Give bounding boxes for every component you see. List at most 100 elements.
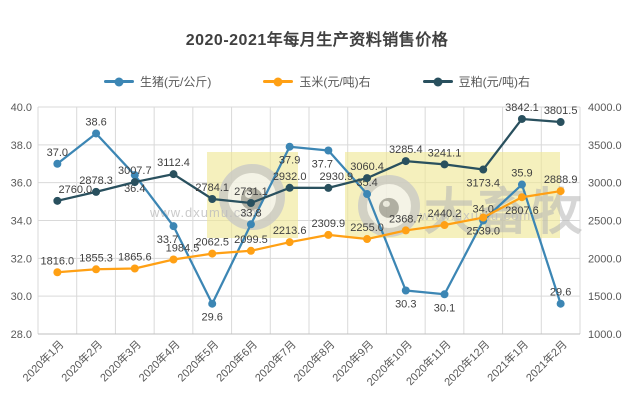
data-point	[246, 246, 255, 255]
data-label: 36.4	[124, 183, 145, 195]
data-label: 35.9	[511, 168, 532, 180]
data-point	[363, 174, 372, 183]
data-point	[92, 129, 101, 138]
data-label: 2255.0	[350, 222, 384, 234]
data-label: 3801.5	[544, 105, 578, 117]
left-axis-tick-label: 34.0	[11, 216, 32, 228]
data-point	[517, 114, 526, 123]
chart-legend: 生猪(元/公斤) 玉米(元/吨)右 豆粕(元/吨)右	[0, 73, 634, 90]
right-axis-tick-label: 2500.0	[588, 216, 622, 228]
watermark-eye-logo	[358, 175, 420, 237]
data-point	[285, 238, 294, 247]
data-label: 2784.1	[195, 182, 229, 194]
data-point	[556, 299, 565, 308]
watermark-url: www.dxumu.com	[150, 205, 262, 220]
series-line	[57, 117, 561, 205]
data-label: 37.0	[47, 147, 68, 159]
right-axis-tick-label: 2000.0	[588, 253, 622, 265]
data-label: 29.6	[202, 312, 223, 324]
data-point	[479, 165, 488, 174]
watermark-eye-pupil	[378, 197, 400, 218]
data-label: 3241.1	[428, 147, 462, 159]
left-axis-tick-label: 30.0	[11, 291, 32, 303]
chart-title: 2020-2021年每月生产资料销售价格	[185, 32, 449, 49]
watermark-eye-logo	[219, 164, 285, 230]
watermark-eye-pupil	[240, 187, 264, 210]
data-point	[169, 222, 178, 231]
data-label: 37.9	[279, 155, 300, 167]
data-point	[517, 180, 526, 189]
data-label: 3842.1	[505, 102, 539, 114]
data-label: 1855.3	[79, 252, 113, 264]
data-point	[246, 220, 255, 229]
data-point	[401, 286, 410, 295]
data-label: 2099.5	[234, 234, 268, 246]
data-label: 1816.0	[41, 255, 75, 267]
data-point	[324, 230, 333, 239]
data-label: 3060.4	[350, 161, 384, 173]
data-point	[53, 196, 62, 205]
data-label: 2930.9	[320, 171, 354, 183]
data-label: 3112.4	[157, 157, 190, 169]
data-label: 2760.0	[59, 184, 93, 196]
data-point	[208, 249, 217, 258]
left-axis-tick-label: 38.0	[11, 140, 32, 152]
left-axis-tick-label: 32.0	[11, 253, 32, 265]
data-label: 37.7	[312, 159, 333, 171]
right-axis-tick-label: 1500.0	[588, 291, 622, 303]
data-point	[169, 170, 178, 179]
data-label: 3285.4	[389, 144, 423, 156]
data-point	[208, 195, 217, 204]
legend-marker-icon	[263, 80, 294, 83]
data-label: 38.6	[85, 116, 106, 128]
watermark-brand-text: 大畜牧	[424, 184, 586, 240]
right-axis-tick-label: 1000.0	[588, 329, 622, 341]
data-point	[169, 255, 178, 264]
data-label: 2368.7	[389, 213, 423, 225]
data-point	[556, 118, 565, 127]
legend-item-0[interactable]: 生猪(元/公斤)	[104, 73, 211, 90]
series-line	[56, 132, 562, 305]
data-label: 1984.5	[166, 243, 200, 255]
data-point	[285, 142, 294, 151]
data-label: 3173.4	[466, 178, 500, 190]
data-point	[363, 190, 372, 199]
data-label: 2878.3	[79, 175, 113, 187]
data-label: 2932.0	[273, 171, 307, 183]
data-label: 30.3	[395, 298, 416, 310]
data-point	[285, 183, 294, 192]
watermark-url: www.dxumu.com	[420, 208, 532, 223]
legend-item-1[interactable]: 玉米(元/吨)右	[263, 73, 371, 90]
legend-marker-icon	[104, 80, 134, 83]
data-label: 2440.2	[428, 208, 462, 220]
legend-item-label: 玉米(元/吨)右	[299, 75, 371, 89]
data-label: 2309.9	[312, 218, 346, 230]
data-point	[440, 221, 449, 230]
left-axis-tick-label: 36.0	[11, 178, 32, 190]
data-point	[324, 146, 333, 155]
data-point	[92, 265, 101, 274]
data-label: 3007.7	[118, 165, 152, 177]
data-point	[479, 213, 488, 222]
data-point	[363, 235, 372, 244]
left-axis-tick-label: 28.0	[11, 329, 32, 341]
right-axis-tick-label: 4000.0	[588, 102, 622, 114]
legend-item-label: 豆粕(元/吨)右	[458, 75, 530, 89]
data-point	[324, 183, 333, 192]
data-point	[208, 299, 217, 308]
data-label: 2062.5	[195, 237, 229, 249]
data-point	[130, 178, 139, 187]
data-label: 33.8	[240, 207, 261, 219]
data-point	[440, 290, 449, 299]
data-label: 34.0	[473, 204, 494, 216]
data-label: 2731.1	[234, 186, 268, 198]
data-point	[401, 157, 410, 166]
right-axis-tick-label: 3500.0	[588, 140, 622, 152]
data-point	[92, 187, 101, 196]
legend-item-2[interactable]: 豆粕(元/吨)右	[422, 73, 530, 90]
data-label: 30.1	[434, 302, 455, 314]
data-label: 2888.9	[544, 174, 578, 186]
data-point	[556, 187, 565, 196]
